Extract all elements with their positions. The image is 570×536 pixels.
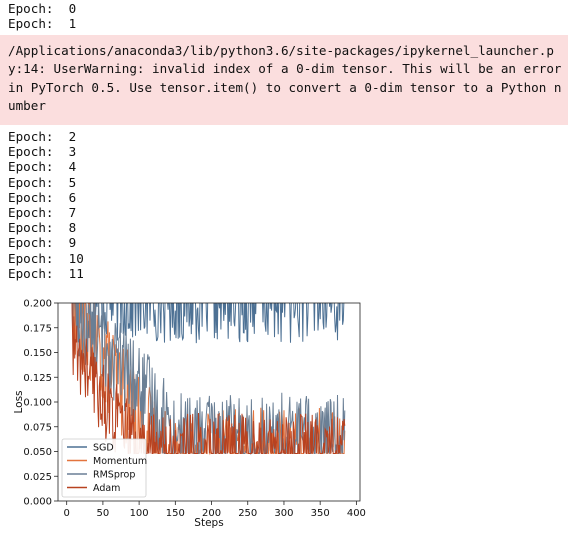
chart-legend: SGD Momentum RMSprop Adam bbox=[61, 438, 147, 498]
x-tick-label: 100 bbox=[130, 508, 149, 519]
warning-line: umber bbox=[8, 97, 46, 113]
epoch-line: Epoch: 11 bbox=[8, 266, 84, 281]
epoch-label: Epoch: bbox=[8, 129, 54, 144]
epoch-value: 2 bbox=[53, 129, 77, 144]
epoch-line: Epoch: 0 bbox=[8, 1, 76, 16]
epoch-value: 6 bbox=[53, 189, 77, 205]
epoch-label: Epoch: bbox=[8, 250, 54, 266]
epoch-value: 11 bbox=[53, 265, 84, 281]
epoch-line: Epoch: 1 bbox=[8, 16, 76, 31]
epoch-line: Epoch: 2 bbox=[8, 129, 84, 144]
epoch-value: 9 bbox=[53, 235, 77, 251]
y-tick-label: 0.100 bbox=[23, 398, 52, 409]
epoch-line: Epoch: 7 bbox=[8, 205, 84, 220]
x-axis-label: Steps bbox=[194, 517, 223, 529]
y-tick-label: 0.200 bbox=[23, 299, 52, 310]
x-tick-label: 150 bbox=[166, 508, 185, 519]
epoch-label: Epoch: bbox=[8, 144, 54, 160]
y-tick-label: 0.075 bbox=[23, 422, 52, 433]
y-axis-label: Loss bbox=[13, 390, 25, 413]
epoch-value: 8 bbox=[53, 220, 77, 236]
epoch-label: Epoch: bbox=[8, 16, 54, 32]
epoch-line: Epoch: 3 bbox=[8, 144, 84, 159]
x-tick-label: 300 bbox=[274, 508, 293, 519]
x-tick-label: 0 bbox=[64, 508, 70, 519]
loss-chart-svg: 0 50 100 150 200 250 300 350 400 0.000 0.025 0.050 0… bbox=[13, 299, 366, 530]
epoch-label: Epoch: bbox=[8, 159, 54, 175]
epoch-line: Epoch: 8 bbox=[8, 220, 84, 235]
epoch-value: 5 bbox=[53, 174, 77, 190]
epoch-line: Epoch: 10 bbox=[8, 251, 84, 266]
y-tick-label: 0.050 bbox=[23, 447, 52, 458]
y-tick-label: 0.000 bbox=[23, 497, 52, 508]
epoch-value: 1 bbox=[53, 16, 77, 32]
legend-label-sgd: SGD bbox=[93, 443, 114, 454]
epoch-line: Epoch: 6 bbox=[8, 190, 84, 205]
epoch-label: Epoch: bbox=[8, 189, 54, 205]
y-tick-label: 0.125 bbox=[23, 373, 52, 384]
epoch-log-before-warning: Epoch: 0 Epoch: 1 bbox=[8, 1, 76, 31]
warning-output: /Applications/anaconda3/lib/python3.6/si… bbox=[0, 35, 568, 125]
series-line-sgd bbox=[71, 303, 345, 344]
epoch-value: 3 bbox=[53, 144, 77, 160]
epoch-value: 0 bbox=[53, 1, 77, 16]
x-tick-label: 50 bbox=[97, 508, 110, 519]
epoch-value: 4 bbox=[53, 159, 77, 175]
epoch-value: 10 bbox=[53, 250, 84, 266]
legend-box bbox=[61, 438, 147, 498]
loss-chart: 0 50 100 150 200 250 300 350 400 0.000 0.025 0.050 0… bbox=[0, 292, 380, 531]
y-tick-label: 0.025 bbox=[23, 472, 52, 483]
epoch-line: Epoch: 9 bbox=[8, 235, 84, 250]
legend-label-momentum: Momentum bbox=[93, 456, 147, 467]
epoch-line: Epoch: 4 bbox=[8, 159, 84, 174]
warning-line: y:14: UserWarning: invalid index of a 0-… bbox=[8, 61, 562, 77]
epoch-label: Epoch: bbox=[8, 1, 54, 16]
epoch-value: 7 bbox=[53, 205, 77, 221]
epoch-log-after-warning: Epoch: 2 Epoch: 3 Epoch: 4 Epoch: 5 Epoch: 6… bbox=[8, 129, 84, 281]
epoch-line: Epoch: 5 bbox=[8, 175, 84, 190]
epoch-label: Epoch: bbox=[8, 235, 54, 251]
series-line-rmsprop bbox=[71, 303, 346, 456]
warning-line: in PyTorch 0.5. Use tensor.item() to con… bbox=[8, 79, 562, 95]
x-tick-label: 250 bbox=[238, 508, 257, 519]
legend-label-adam: Adam bbox=[93, 483, 120, 494]
legend-label-rmsprop: RMSprop bbox=[93, 470, 135, 481]
y-tick-label: 0.175 bbox=[23, 323, 52, 334]
y-tick-label: 0.150 bbox=[23, 348, 52, 359]
warning-text: /Applications/anaconda3/lib/python3.6/si… bbox=[8, 42, 563, 115]
epoch-label: Epoch: bbox=[8, 220, 54, 236]
x-tick-label: 400 bbox=[347, 508, 366, 519]
epoch-label: Epoch: bbox=[8, 265, 54, 281]
x-tick-label: 200 bbox=[202, 508, 221, 519]
epoch-label: Epoch: bbox=[8, 174, 54, 190]
warning-line: /Applications/anaconda3/lib/python3.6/si… bbox=[8, 43, 554, 58]
epoch-label: Epoch: bbox=[8, 205, 54, 221]
x-tick-label: 350 bbox=[311, 508, 330, 519]
